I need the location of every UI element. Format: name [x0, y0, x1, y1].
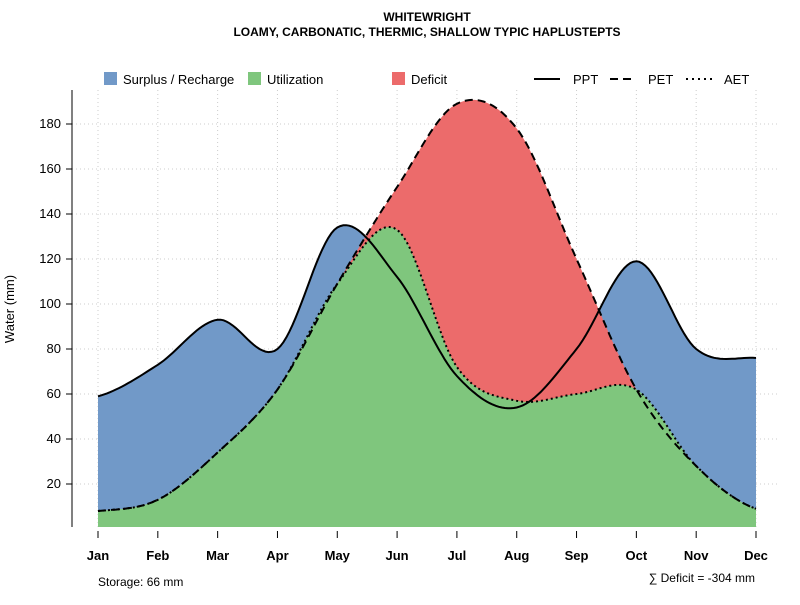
- y-tick-label: 60: [47, 386, 61, 401]
- y-tick-label: 120: [39, 251, 61, 266]
- area-fills: [98, 99, 756, 528]
- legend-label-aet: AET: [724, 72, 749, 87]
- legend-swatch-surplus: [104, 72, 117, 85]
- x-tick-label: Jun: [386, 548, 409, 563]
- legend-label-pet: PET: [648, 72, 673, 87]
- y-tick-label: 100: [39, 296, 61, 311]
- legend-label-surplus: Surplus / Recharge: [123, 72, 234, 87]
- series-lines: [97, 98, 757, 512]
- y-tick-label: 160: [39, 161, 61, 176]
- y-tick-label: 140: [39, 206, 61, 221]
- x-tick-label: May: [325, 548, 351, 563]
- legend: Surplus / Recharge Utilization Deficit P…: [104, 72, 749, 87]
- x-tick-label: Jul: [448, 548, 467, 563]
- series-line-ppt: [97, 224, 757, 410]
- y-tick-label: 20: [47, 476, 61, 491]
- x-tick-label: Sep: [565, 548, 589, 563]
- legend-label-utilization: Utilization: [267, 72, 323, 87]
- axes: Jan Feb Mar Apr May Jun Jul Aug Sep Oct Nov Dec 20 40…: [39, 90, 768, 563]
- x-tick-label: Feb: [146, 548, 169, 563]
- legend-swatch-utilization: [248, 72, 261, 85]
- legend-label-deficit: Deficit: [411, 72, 448, 87]
- storage-annotation: Storage: 66 mm: [98, 575, 183, 589]
- y-axis-label: Water (mm): [2, 275, 17, 343]
- y-tick-label: 80: [47, 341, 61, 356]
- utilization-area: [98, 227, 756, 527]
- x-tick-label: Aug: [504, 548, 529, 563]
- x-tick-label: Nov: [684, 548, 709, 563]
- chart-subtitle: LOAMY, CARBONATIC, THERMIC, SHALLOW TYPI…: [233, 25, 620, 39]
- series-line-pet: [97, 98, 757, 512]
- chart-title: WHITEWRIGHT: [383, 10, 471, 24]
- x-tick-label: Oct: [626, 548, 648, 563]
- legend-swatch-deficit: [392, 72, 405, 85]
- y-tick-label: 40: [47, 431, 61, 446]
- deficit-annotation: ∑ Deficit = -304 mm: [649, 571, 755, 585]
- x-tick-label: Mar: [206, 548, 229, 563]
- x-tick-label: Apr: [266, 548, 288, 563]
- x-tick-label: Dec: [744, 548, 768, 563]
- legend-label-ppt: PPT: [573, 72, 598, 87]
- x-tick-label: Jan: [87, 548, 109, 563]
- y-tick-label: 180: [39, 116, 61, 131]
- series-line-aet: [97, 225, 757, 512]
